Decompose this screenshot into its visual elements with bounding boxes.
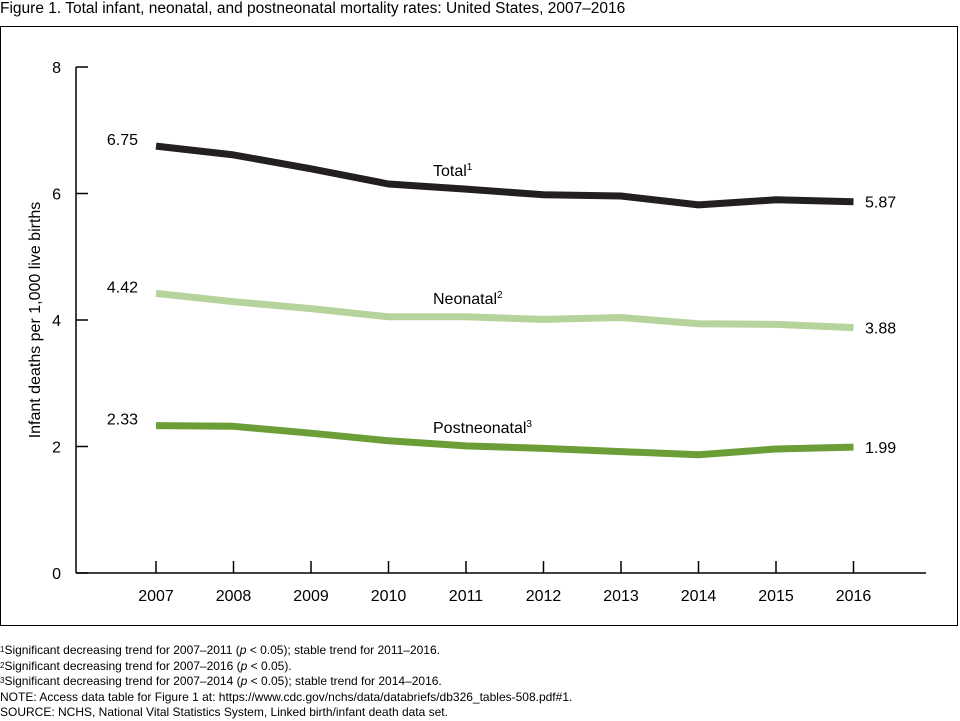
note-line: NOTE: Access data table for Figure 1 at:… (0, 689, 573, 704)
start-value-label: 6.75 (107, 132, 138, 149)
x-tick-label: 2016 (836, 588, 872, 605)
y-tick-label: 2 (52, 440, 61, 457)
y-tick-label: 0 (52, 566, 61, 583)
footnote-2: 2Significant decreasing trend for 2007–2… (0, 658, 292, 673)
series-line-total (155, 142, 854, 209)
y-tick-label: 8 (52, 60, 61, 77)
series-line-postneonatal (155, 422, 854, 459)
x-tick-label: 2011 (449, 588, 484, 605)
start-value-label: 2.33 (107, 412, 138, 429)
end-value-label: 1.99 (865, 440, 896, 457)
x-tick-label: 2008 (216, 588, 252, 605)
y-tick-label: 6 (52, 187, 61, 204)
source-line: SOURCE: NCHS, National Vital Statistics … (0, 705, 448, 719)
series-line-neonatal (155, 289, 854, 332)
x-tick-label: 2015 (758, 588, 794, 605)
start-value-label: 4.42 (107, 279, 138, 296)
y-axis-title: Infant deaths per 1,000 live births (27, 202, 44, 439)
footnotes: 1Significant decreasing trend for 2007–2… (0, 643, 572, 721)
series-name-postneonatal: Postneonatal3 (433, 419, 532, 437)
figure-title: Figure 1. Total infant, neonatal, and po… (0, 0, 626, 17)
x-tick-label: 2010 (371, 588, 407, 605)
line-chart: 0 2 4 6 8 2007 2008 2009 2010 2011 2012 2013 2014 201… (27, 60, 926, 605)
footnote-1: 1Significant decreasing trend for 2007–2… (0, 643, 440, 657)
x-tick-label: 2009 (293, 588, 329, 605)
x-tick-label: 2007 (138, 588, 174, 605)
footnote-3: 3Significant decreasing trend for 2007–2… (0, 674, 442, 688)
series-name-neonatal: Neonatal2 (433, 290, 503, 308)
chart-frame: 0 2 4 6 8 2007 2008 2009 2010 2011 2012 2013 2014 201… (0, 26, 958, 626)
x-tick-label: 2012 (526, 588, 562, 605)
end-value-label: 5.87 (865, 195, 896, 212)
end-value-label: 3.88 (865, 321, 896, 338)
x-tick-label: 2014 (681, 588, 717, 605)
y-tick-label: 4 (52, 313, 61, 330)
series-name-total: Total1 (433, 162, 473, 180)
x-tick-label: 2013 (603, 588, 639, 605)
